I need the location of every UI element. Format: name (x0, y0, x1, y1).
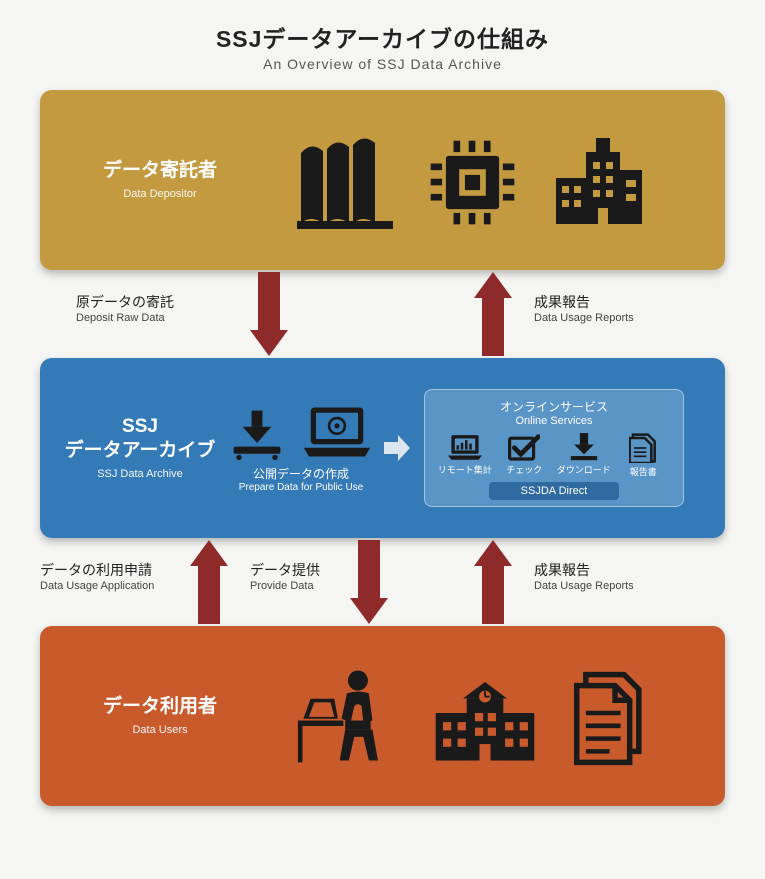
archive-jp2: データアーカイブ (60, 439, 220, 464)
label-deposit-en: Deposit Raw Data (76, 312, 174, 326)
arrow-down-provide (350, 540, 388, 624)
desk-user-icon (292, 666, 402, 766)
ssjda-direct-badge: SSJDA Direct (489, 482, 619, 500)
check-icon (508, 433, 540, 461)
depositor-jp: データ寄託者 (70, 159, 250, 184)
remote-tab-icon (448, 433, 482, 461)
online-item-download: ダウンロード (556, 433, 612, 478)
label-apply: データの利用申請 Data Usage Application (40, 562, 154, 593)
label-reports-top-jp: 成果報告 (534, 294, 634, 312)
arrow-row-2: データの利用申請 Data Usage Application データ提供 Pr… (40, 540, 725, 624)
label-reports-top-en: Data Usage Reports (534, 312, 634, 326)
school-icon (430, 671, 540, 766)
arrow-up-apply (190, 540, 228, 624)
online-item-report-label: 報告書 (630, 465, 657, 478)
arrow-up-reports-top (474, 272, 512, 356)
download-icon (569, 433, 599, 461)
depositor-icons (250, 130, 695, 230)
online-title-jp: オンラインサービス (435, 398, 673, 415)
online-item-check: チェック (496, 433, 552, 478)
report-doc-icon (629, 433, 657, 463)
box-data-users: データ利用者 Data Users (40, 626, 725, 806)
online-services-box: オンラインサービス Online Services リモート集計 チェック (424, 389, 684, 507)
archive-prepare-block: 公開データの作成 Prepare Data for Public Use (230, 403, 372, 493)
arrow-up-reports-bot (474, 540, 512, 624)
depositor-en: Data Depositor (70, 187, 250, 201)
prepare-jp: 公開データの作成 (239, 465, 364, 482)
users-en: Data Users (70, 723, 250, 737)
online-item-check-label: チェック (506, 463, 542, 476)
books-icon (297, 135, 397, 230)
depositor-label: データ寄託者 Data Depositor (70, 159, 250, 201)
label-provide-jp: データ提供 (250, 562, 320, 580)
users-jp: データ利用者 (70, 695, 250, 720)
title-en: An Overview of SSJ Data Archive (40, 56, 725, 72)
arrow-right-small (382, 433, 412, 463)
archive-jp1: SSJ (60, 415, 220, 440)
users-icons (250, 666, 695, 766)
archive-label: SSJ データアーカイブ SSJ Data Archive (60, 415, 220, 482)
download-tray-icon (230, 407, 284, 461)
users-label: データ利用者 Data Users (70, 695, 250, 737)
prepare-en: Prepare Data for Public Use (239, 482, 364, 493)
online-item-report: 報告書 (615, 433, 671, 478)
building-icon (548, 130, 648, 230)
box-data-depositor: データ寄託者 Data Depositor (40, 90, 725, 270)
label-apply-jp: データの利用申請 (40, 562, 154, 580)
box-ssj-archive: SSJ データアーカイブ SSJ Data Archive (40, 358, 725, 538)
documents-icon (568, 671, 653, 766)
online-item-download-label: ダウンロード (557, 463, 611, 476)
label-deposit-jp: 原データの寄託 (76, 294, 174, 312)
label-provide-en: Provide Data (250, 580, 320, 594)
label-reports-bot: 成果報告 Data Usage Reports (534, 562, 634, 593)
chip-icon (425, 135, 520, 230)
label-apply-en: Data Usage Application (40, 580, 154, 594)
title-jp: SSJデータアーカイブの仕組み (40, 20, 725, 54)
archive-en: SSJ Data Archive (60, 467, 220, 481)
laptop-icon (302, 403, 372, 461)
label-provide: データ提供 Provide Data (250, 562, 320, 593)
diagram-title: SSJデータアーカイブの仕組み An Overview of SSJ Data … (40, 20, 725, 72)
label-reports-top: 成果報告 Data Usage Reports (534, 294, 634, 325)
online-item-remote-label: リモート集計 (438, 463, 492, 476)
online-title: オンラインサービス Online Services (435, 398, 673, 427)
online-icons: リモート集計 チェック ダウンロード (435, 433, 673, 478)
label-reports-bot-jp: 成果報告 (534, 562, 634, 580)
online-item-remote: リモート集計 (437, 433, 493, 478)
label-deposit: 原データの寄託 Deposit Raw Data (76, 294, 174, 325)
prepare-caption: 公開データの作成 Prepare Data for Public Use (239, 465, 364, 493)
arrow-down-deposit (250, 272, 288, 356)
arrow-row-1: 原データの寄託 Deposit Raw Data 成果報告 Data Usage… (40, 272, 725, 356)
online-title-en: Online Services (435, 415, 673, 427)
label-reports-bot-en: Data Usage Reports (534, 580, 634, 594)
